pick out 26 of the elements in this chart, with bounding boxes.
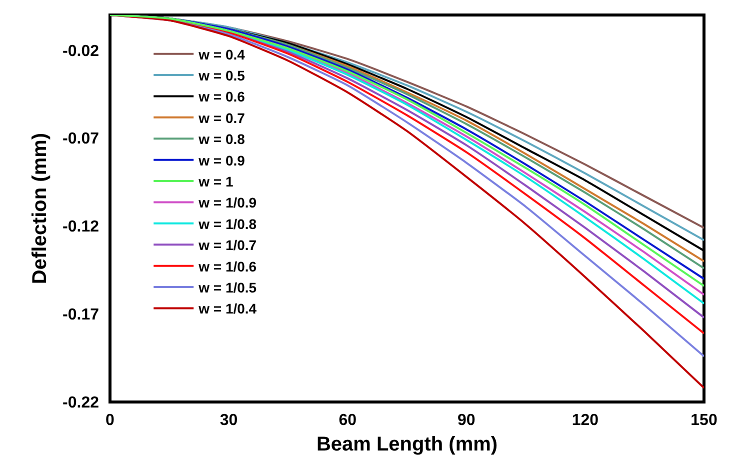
legend-label: w = 1/0.4 [198, 300, 257, 317]
legend-label: w = 1/0.7 [198, 237, 257, 254]
x-axis-title: Beam Length (mm) [316, 434, 498, 456]
legend-label: w = 0.5 [198, 67, 246, 84]
x-tick-label: 120 [572, 412, 599, 429]
legend-label: w = 1/0.5 [198, 279, 257, 296]
legend-label: w = 0.6 [198, 88, 246, 105]
y-tick-label: -0.22 [62, 394, 100, 412]
x-tick-label: 30 [220, 412, 238, 429]
legend-label: w = 0.4 [198, 46, 246, 62]
y-tick-label: -0.02 [62, 42, 100, 60]
x-tick-label: 60 [338, 412, 357, 429]
legend-label: w = 0.9 [198, 152, 246, 168]
y-tick-label: -0.07 [62, 130, 100, 148]
y-tick-label: -0.12 [62, 218, 100, 236]
y-axis-title: Deflection (mm) [29, 132, 52, 284]
legend-label: w = 0.7 [198, 110, 246, 126]
legend-label: w = 0.8 [198, 131, 246, 148]
legend-label: w = 1/0.8 [198, 216, 257, 232]
x-tick-label: 0 [106, 412, 115, 429]
y-tick-label: -0.17 [62, 306, 100, 324]
x-tick-label: 90 [458, 412, 476, 429]
legend-label: w = 1/0.6 [198, 258, 257, 274]
legend-label: w = 1/0.9 [198, 194, 257, 211]
legend-label: w = 1 [198, 173, 234, 190]
x-tick-label: 150 [690, 412, 718, 429]
